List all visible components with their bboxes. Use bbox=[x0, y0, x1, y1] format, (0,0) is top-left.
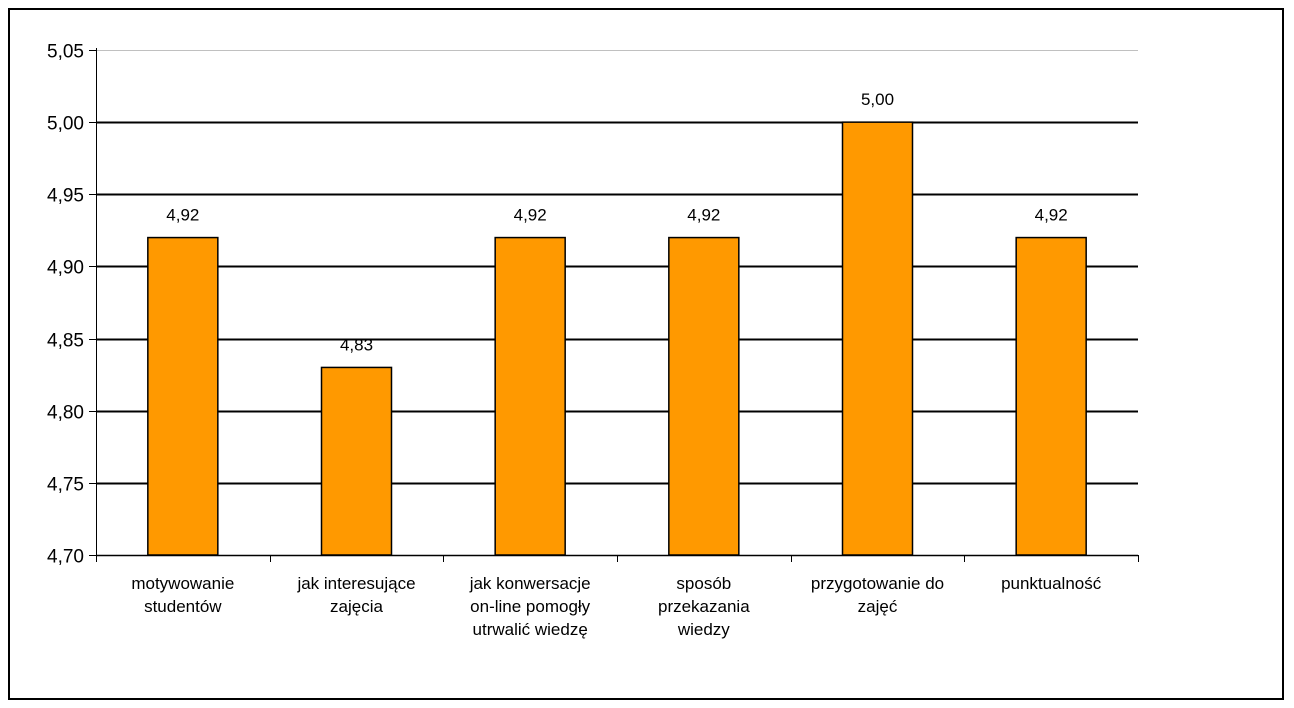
bar bbox=[841, 121, 914, 556]
x-category-label: zajęć bbox=[858, 597, 898, 616]
gridlines bbox=[96, 50, 1138, 485]
bar bbox=[320, 366, 393, 556]
y-tick-label: 4,85 bbox=[47, 331, 84, 352]
x-category-label: wiedzy bbox=[677, 620, 730, 639]
y-tick-label: 4,80 bbox=[47, 403, 84, 424]
y-tick-label: 4,70 bbox=[47, 547, 84, 568]
x-category-label: sposób bbox=[676, 574, 731, 593]
x-category-label: utrwalić wiedzę bbox=[473, 620, 588, 639]
x-category-label: jak interesujące bbox=[296, 574, 415, 593]
x-category-label: zajęcia bbox=[330, 597, 383, 616]
bars bbox=[147, 121, 1087, 556]
y-tick-label: 4,90 bbox=[47, 258, 84, 279]
bar bbox=[1015, 236, 1087, 556]
data-label: 4,92 bbox=[514, 206, 547, 225]
x-category-label: punktualność bbox=[1001, 574, 1102, 593]
x-category-label: on-line pomogły bbox=[470, 597, 591, 616]
bar bbox=[494, 236, 566, 556]
x-category-label: motywowanie bbox=[131, 574, 234, 593]
y-tick-label: 4,75 bbox=[47, 475, 84, 496]
axes bbox=[89, 48, 1139, 562]
y-tick-label: 4,95 bbox=[47, 186, 84, 207]
x-category-label: przekazania bbox=[658, 597, 750, 616]
data-label: 4,83 bbox=[340, 335, 373, 354]
data-label: 4,92 bbox=[687, 206, 720, 225]
bar bbox=[147, 236, 219, 556]
data-label: 5,00 bbox=[861, 90, 894, 109]
data-label: 4,92 bbox=[166, 206, 199, 225]
data-label: 4,92 bbox=[1035, 206, 1068, 225]
bar bbox=[668, 236, 740, 556]
labels: 4,70 4,75 4,80 4,85 4,90 4,95 5,00 5,05 4,92 4,83… bbox=[47, 42, 1102, 640]
y-tick-label: 5,00 bbox=[47, 114, 84, 135]
x-category-label: jak konwersacje bbox=[469, 574, 591, 593]
x-category-label: studentów bbox=[144, 597, 222, 616]
y-tick-label: 5,05 bbox=[47, 42, 84, 63]
x-category-label: przygotowanie do bbox=[811, 574, 944, 593]
